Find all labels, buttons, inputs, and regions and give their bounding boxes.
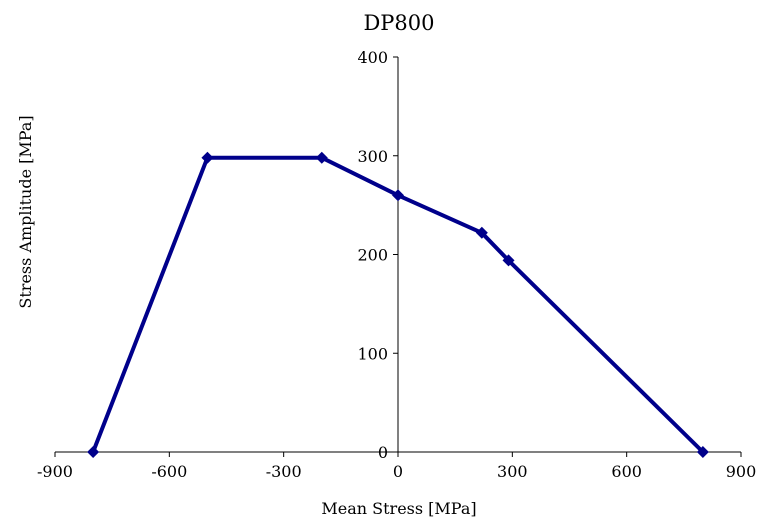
x-tick-label: -600 xyxy=(151,462,187,481)
x-tick-label: 300 xyxy=(497,462,528,481)
data-point-marker xyxy=(502,254,515,267)
y-axis-label: Stress Amplitude [MPa] xyxy=(16,115,35,308)
data-point-marker xyxy=(475,226,488,239)
data-point-marker xyxy=(392,189,404,202)
x-tick-label: -900 xyxy=(37,462,73,481)
data-point-marker xyxy=(87,446,100,458)
chart-title: DP800 xyxy=(363,11,434,35)
y-tick-label: 100 xyxy=(357,344,388,363)
x-tick-label: -300 xyxy=(266,462,302,481)
y-tick-label: 0 xyxy=(378,443,388,462)
axes: -900 -600 -300 0 300 600 900 0 100 200 300 400 xyxy=(37,48,756,481)
x-tick-label: 600 xyxy=(611,462,642,481)
x-axis-label: Mean Stress [MPa] xyxy=(321,499,476,518)
data-point-marker xyxy=(315,151,328,164)
y-tick-label: 300 xyxy=(357,147,388,166)
x-tick-label: 0 xyxy=(393,462,403,481)
series-layer xyxy=(87,151,709,458)
y-tick-label: 400 xyxy=(357,48,388,67)
data-point-marker xyxy=(201,151,214,164)
y-tick-label: 200 xyxy=(357,246,388,265)
x-tick-label: 900 xyxy=(726,462,757,481)
data-point-marker xyxy=(696,446,709,458)
